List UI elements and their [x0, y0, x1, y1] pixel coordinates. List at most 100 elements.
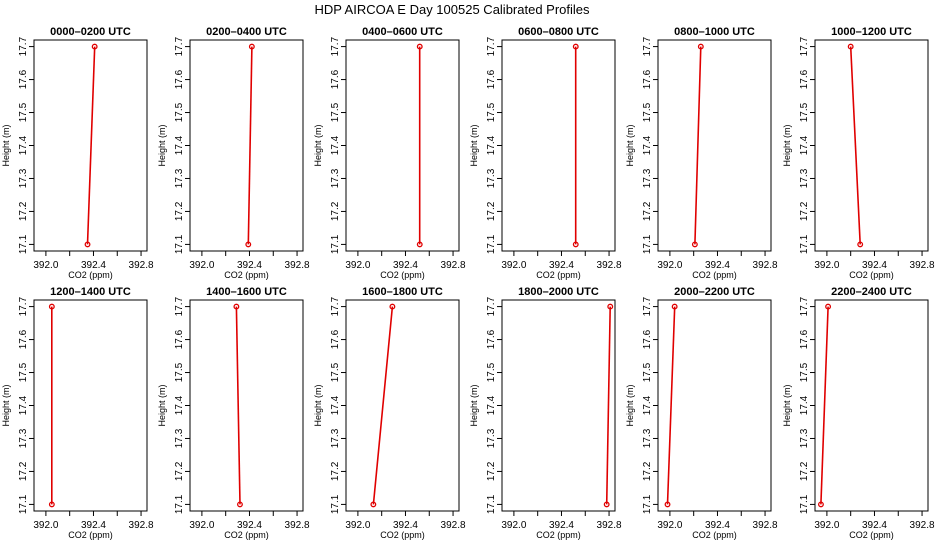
y-tick-label: 17.1: [486, 494, 497, 514]
data-point: [697, 43, 704, 50]
x-tick-label: 392.4: [237, 520, 262, 531]
y-tick-label: 17.3: [330, 168, 341, 188]
y-tick-label: 17.5: [18, 102, 29, 122]
y-tick-label: 17.7: [330, 36, 341, 56]
x-axis-label: CO2 (ppm): [849, 270, 894, 280]
x-tick-label: 392.8: [910, 260, 935, 271]
data-point: [603, 501, 610, 508]
y-tick-label: 17.7: [174, 36, 185, 56]
y-tick-label: 17.5: [799, 102, 810, 122]
y-tick-label: 17.4: [18, 395, 29, 415]
y-tick-label: 17.6: [642, 69, 653, 89]
x-tick-label: 392.4: [705, 520, 730, 531]
x-axis-label: CO2 (ppm): [692, 530, 737, 540]
y-tick-label: 17.1: [174, 494, 185, 514]
y-tick-label: 17.1: [799, 234, 810, 254]
data-point: [857, 241, 864, 248]
x-axis-label: CO2 (ppm): [380, 530, 425, 540]
profile-line: [666, 306, 676, 505]
y-tick-label: 17.4: [799, 395, 810, 415]
panel-0: 0000–0200 UTC 392.0 392.4 392.8 17.1 17.2 17.3…: [1, 26, 154, 280]
panel-7: 1400–1600 UTC 392.0 392.4 392.8 17.1 17.2 17.3…: [157, 286, 310, 540]
x-axis-label: CO2 (ppm): [224, 270, 269, 280]
y-tick-label: 17.3: [18, 428, 29, 448]
y-tick-label: 17.6: [642, 329, 653, 349]
x-tick-label: 392.4: [705, 260, 730, 271]
y-tick-label: 17.4: [330, 135, 341, 155]
y-tick-label: 17.7: [486, 36, 497, 56]
data-point: [48, 303, 55, 310]
data-point: [671, 303, 678, 310]
y-tick-label: 17.7: [799, 296, 810, 316]
y-tick-label: 17.7: [799, 36, 810, 56]
panel-title: 1600–1800 UTC: [362, 286, 443, 298]
panel-11: 2200–2400 UTC 392.0 392.4 392.8 17.1 17.2 17.3…: [782, 286, 935, 540]
y-tick-label: 17.5: [18, 362, 29, 382]
y-tick-label: 17.5: [799, 362, 810, 382]
y-axis-label: Height (m): [157, 384, 167, 426]
profile-line: [849, 46, 861, 245]
x-tick-label: 392.4: [549, 520, 574, 531]
figure-title: HDP AIRCOA E Day 100525 Calibrated Profi…: [314, 2, 590, 17]
y-tick-label: 17.7: [642, 296, 653, 316]
data-point: [416, 241, 423, 248]
y-tick-label: 17.7: [642, 36, 653, 56]
data-point: [48, 501, 55, 508]
panel-title: 0000–0200 UTC: [50, 26, 131, 38]
x-tick-label: 392.4: [81, 260, 106, 271]
x-tick-label: 392.8: [285, 260, 310, 271]
panel-title: 0800–1000 UTC: [674, 26, 755, 38]
data-point: [245, 241, 252, 248]
x-tick-label: 392.0: [345, 520, 370, 531]
y-tick-label: 17.5: [642, 102, 653, 122]
x-tick-label: 392.4: [549, 260, 574, 271]
data-point: [691, 241, 698, 248]
y-tick-label: 17.4: [330, 395, 341, 415]
y-tick-label: 17.4: [174, 135, 185, 155]
panel-4: 0800–1000 UTC 392.0 392.4 392.8 17.1 17.2 17.3…: [625, 26, 778, 280]
x-axis-label: CO2 (ppm): [68, 270, 113, 280]
panel-10: 2000–2200 UTC 392.0 392.4 392.8 17.1 17.2 17.3…: [625, 286, 778, 540]
x-tick-label: 392.0: [501, 260, 526, 271]
y-tick-label: 17.4: [18, 135, 29, 155]
y-tick-label: 17.1: [799, 494, 810, 514]
data-point: [825, 303, 832, 310]
y-tick-label: 17.3: [799, 428, 810, 448]
x-tick-label: 392.4: [393, 260, 418, 271]
y-axis-label: Height (m): [1, 124, 11, 166]
y-tick-label: 17.5: [330, 362, 341, 382]
y-tick-label: 17.3: [330, 428, 341, 448]
x-tick-label: 392.8: [753, 260, 778, 271]
y-tick-label: 17.5: [174, 102, 185, 122]
y-tick-label: 17.4: [642, 135, 653, 155]
y-tick-label: 17.1: [642, 494, 653, 514]
y-tick-label: 17.5: [486, 102, 497, 122]
profile-line: [247, 46, 253, 245]
y-tick-label: 17.6: [18, 69, 29, 89]
y-axis-label: Height (m): [313, 124, 323, 166]
y-tick-label: 17.2: [330, 461, 341, 481]
x-axis-label: CO2 (ppm): [536, 530, 581, 540]
y-tick-label: 17.7: [330, 296, 341, 316]
x-tick-label: 392.0: [33, 260, 58, 271]
y-tick-label: 17.4: [174, 395, 185, 415]
y-tick-label: 17.2: [18, 461, 29, 481]
y-tick-label: 17.1: [486, 234, 497, 254]
y-tick-label: 17.7: [174, 296, 185, 316]
x-axis-label: CO2 (ppm): [849, 530, 894, 540]
profile-line: [86, 46, 96, 245]
x-axis-label: CO2 (ppm): [68, 530, 113, 540]
x-tick-label: 392.0: [345, 260, 370, 271]
panel-5: 1000–1200 UTC 392.0 392.4 392.8 17.1 17.2 17.3…: [782, 26, 935, 280]
y-tick-label: 17.2: [330, 201, 341, 221]
panel-title: 0600–0800 UTC: [518, 26, 599, 38]
x-tick-label: 392.8: [129, 260, 154, 271]
x-tick-label: 392.0: [814, 260, 839, 271]
y-axis-label: Height (m): [1, 384, 11, 426]
data-point: [664, 501, 671, 508]
x-tick-label: 392.8: [753, 520, 778, 531]
x-tick-label: 392.0: [189, 520, 214, 531]
y-axis-label: Height (m): [469, 384, 479, 426]
x-tick-label: 392.8: [597, 260, 622, 271]
